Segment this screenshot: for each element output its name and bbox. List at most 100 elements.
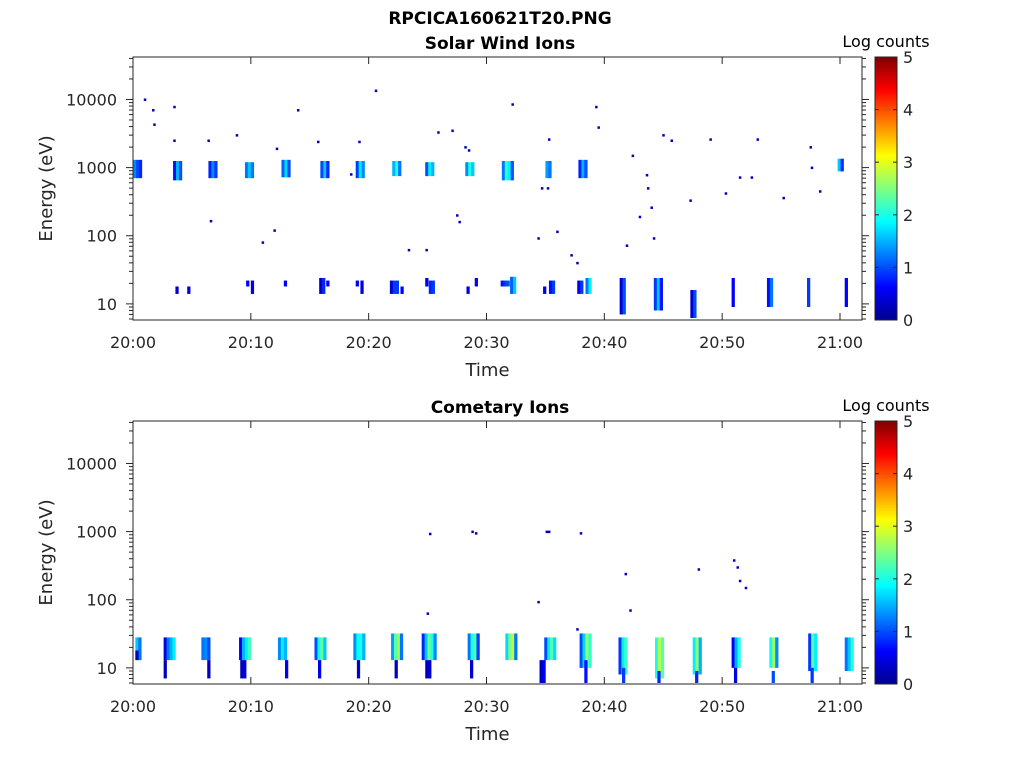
heatmap-dot [736,566,739,569]
heatmap-cell [513,276,517,294]
heatmap-cell [577,280,581,294]
colorbar-tick-label: 1 [903,258,913,277]
heatmap-dot [576,628,579,631]
heatmap-dot [597,126,600,129]
heatmap-cell [359,633,363,661]
heatmap-dot [547,530,551,534]
heatmap-cell [398,161,402,177]
heatmap-cell [618,637,622,675]
heatmap-cell [362,633,366,661]
heatmap-dot [275,147,279,151]
heatmap-dot [546,187,550,190]
heatmap-cell [395,161,399,177]
heatmap-cell [511,633,515,661]
heatmap-cell [656,277,661,311]
heatmap-cell [244,162,249,179]
heatmap-dot [738,176,742,179]
heatmap-cell [624,637,628,675]
heatmap-dot [818,190,822,193]
heatmap-cell [323,637,327,661]
heatmap-cell [467,633,471,661]
colorbar-label: Log counts [842,32,929,51]
y-axis-label: Energy (eV) [36,499,57,605]
heatmap-cell [808,633,812,671]
heatmap-cell [246,280,250,287]
heatmap-cell [176,161,180,181]
heatmap-cell [737,637,741,668]
heatmap-cell [283,637,288,661]
heatmap-cell [250,280,255,294]
heatmap-cell [356,633,360,661]
heatmap-cell [660,637,665,679]
heatmap-cell [582,633,586,668]
heatmap-cell [510,161,514,181]
heatmap-dot [235,134,239,137]
heatmap-cell [211,161,215,179]
heatmap-dot [738,579,742,583]
heatmap-cell [659,277,663,311]
heatmap-cell [844,277,848,307]
heatmap-cell [551,280,556,294]
heatmap-cell [243,660,247,679]
heatmap-cell [466,286,470,294]
heatmap-dot [358,140,361,144]
heatmap-cell [769,277,774,307]
heatmap-cell [581,159,585,179]
heatmap-cell [731,637,735,668]
heatmap-cell [657,637,662,679]
heatmap-cell [539,660,543,683]
heatmap-cell [733,667,738,683]
heatmap-cell [542,660,546,683]
colorbar-tick-label: 1 [903,622,913,641]
heatmap-cell [504,161,509,181]
heatmap-cell [473,633,477,661]
heatmap-dot [537,237,540,240]
y-tick-label: 10 [97,659,117,678]
heatmap-cell [470,660,474,679]
heatmap-cell [430,633,434,661]
heatmap-cell [657,670,661,683]
heatmap-cell [178,161,183,181]
heatmap-cell [277,637,282,661]
heatmap-dot [209,219,213,223]
heatmap-cell [578,159,582,179]
heatmap-cell [391,633,395,661]
heatmap-dot [407,248,411,252]
heatmap-cell [326,280,330,287]
x-tick-label: 20:30 [463,333,509,352]
heatmap-cell [394,660,398,679]
heatmap-dot [537,600,540,604]
heatmap-cell [550,637,554,661]
heatmap-cell [247,162,252,179]
heatmap-cell [207,660,211,679]
colorbar-tick-label: 4 [903,101,913,120]
colorbar-tick-label: 4 [903,465,913,484]
heatmap-cell [392,280,397,294]
heatmap-cell [547,637,551,661]
heatmap-cell [501,161,506,181]
heatmap-cell [428,162,432,177]
heatmap-cell [394,633,398,661]
x-tick-label: 20:20 [346,697,392,716]
heatmap-dot [650,206,653,209]
heatmap-cell [548,280,553,294]
heatmap-cell [280,637,285,661]
heatmap-cell [508,633,512,661]
heatmap-cell [588,633,592,668]
heatmap-cell [622,667,626,683]
heatmap-cell [138,159,143,179]
heatmap-cell [474,277,478,287]
heatmap-dot [451,129,454,133]
heatmap-cell [465,162,469,177]
heatmap-cell [468,162,472,177]
heatmap-cell [585,277,589,294]
heatmap-cell [360,280,364,294]
x-tick-label: 21:00 [817,333,863,352]
heatmap-cell [285,660,289,679]
x-tick-label: 20:20 [346,333,392,352]
x-tick-label: 20:50 [699,333,745,352]
heatmap-dot [782,196,785,200]
heatmap-cell [166,637,170,661]
heatmap-dot [153,123,156,126]
heatmap-cell [317,637,321,661]
